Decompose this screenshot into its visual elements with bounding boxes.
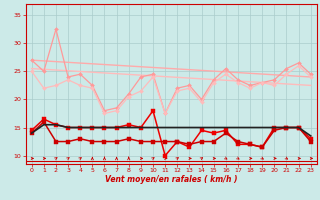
X-axis label: Vent moyen/en rafales ( km/h ): Vent moyen/en rafales ( km/h ) (105, 175, 237, 184)
